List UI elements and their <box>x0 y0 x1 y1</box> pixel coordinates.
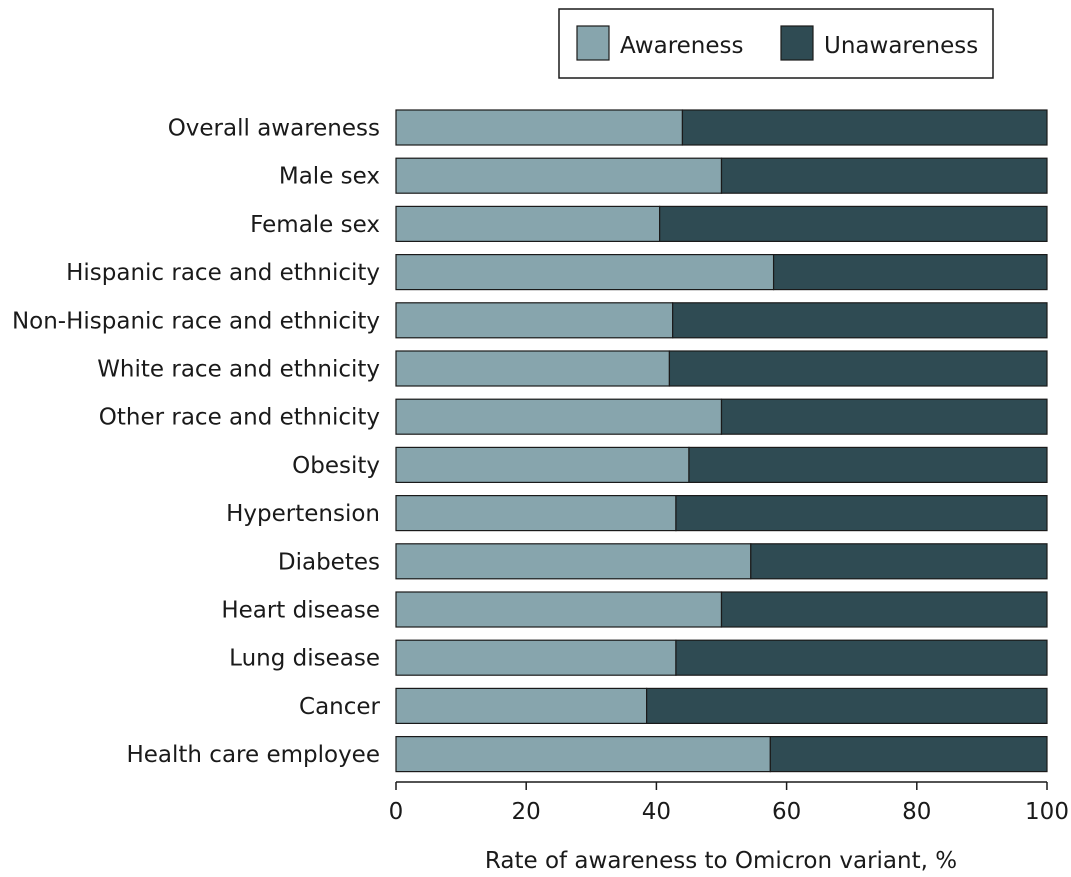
bar-awareness-hypertension <box>395 495 677 532</box>
bar-unawareness-cancer <box>646 687 1048 725</box>
legend-box <box>558 8 994 79</box>
bars-layer <box>395 109 1048 773</box>
bar-awareness-male-sex <box>395 157 723 194</box>
category-label-cancer: Cancer <box>299 694 381 720</box>
x-axis-title: Rate of awareness to Omicron variant, % <box>485 848 957 874</box>
category-labels: Overall awareness Male sex Female sex Hispa… <box>12 116 381 769</box>
bar-awareness-non-hispanic-race-and-ethnicity <box>395 302 674 339</box>
bar-unawareness-heart-disease <box>720 591 1048 628</box>
bar-unawareness-overall-awareness <box>681 109 1048 146</box>
x-tick-label-80: 80 <box>902 799 931 825</box>
x-tick-label-100: 100 <box>1025 799 1069 825</box>
legend-label-unawareness: Unawareness <box>824 33 978 59</box>
legend-swatch-unawareness <box>780 25 814 61</box>
category-label-health-care-employee: Health care employee <box>126 742 380 768</box>
category-label-other-race-and-ethnicity: Other race and ethnicity <box>99 405 380 431</box>
bar-unawareness-hypertension <box>675 495 1048 532</box>
bar-awareness-obesity <box>395 446 690 483</box>
category-label-lung-disease: Lung disease <box>229 646 380 672</box>
bar-awareness-lung-disease <box>395 639 677 676</box>
bar-awareness-hispanic-race-and-ethnicity <box>395 254 775 291</box>
category-label-hispanic-race-and-ethnicity: Hispanic race and ethnicity <box>66 260 380 286</box>
category-label-diabetes: Diabetes <box>278 549 380 575</box>
category-label-overall-awareness: Overall awareness <box>168 116 380 142</box>
bar-awareness-overall-awareness <box>395 109 684 146</box>
category-label-non-hispanic-race-and-ethnicity: Non-Hispanic race and ethnicity <box>12 308 380 334</box>
bar-unawareness-diabetes <box>750 543 1048 580</box>
bar-unawareness-lung-disease <box>675 639 1048 676</box>
x-tick-label-20: 20 <box>512 799 541 825</box>
x-tick-label-60: 60 <box>772 799 801 825</box>
legend-swatch-awareness <box>576 25 610 61</box>
bar-awareness-health-care-employee <box>395 735 771 773</box>
bar-awareness-female-sex <box>395 205 661 242</box>
bar-awareness-cancer <box>395 687 648 725</box>
x-axis: 0 20 40 60 80 100 <box>389 781 1069 825</box>
bar-unawareness-health-care-employee <box>769 735 1048 773</box>
bar-awareness-other-race-and-ethnicity <box>395 398 723 435</box>
bar-unawareness-male-sex <box>720 157 1048 194</box>
category-label-female-sex: Female sex <box>250 212 380 238</box>
category-label-obesity: Obesity <box>292 453 380 479</box>
x-tick-label-40: 40 <box>642 799 671 825</box>
category-label-hypertension: Hypertension <box>226 501 380 527</box>
bar-unawareness-non-hispanic-race-and-ethnicity <box>672 302 1048 339</box>
category-label-male-sex: Male sex <box>279 164 380 190</box>
bar-awareness-white-race-and-ethnicity <box>395 350 671 387</box>
bar-unawareness-other-race-and-ethnicity <box>720 398 1048 435</box>
category-label-heart-disease: Heart disease <box>221 598 380 624</box>
bar-unawareness-hispanic-race-and-ethnicity <box>772 254 1048 291</box>
bar-unawareness-obesity <box>688 446 1048 483</box>
legend-label-awareness: Awareness <box>620 33 744 59</box>
bar-unawareness-female-sex <box>659 205 1048 242</box>
bar-awareness-diabetes <box>395 543 752 580</box>
x-tick-label-0: 0 <box>389 799 404 825</box>
legend: Awareness Unawareness <box>558 8 994 79</box>
bar-awareness-heart-disease <box>395 591 723 628</box>
bar-unawareness-white-race-and-ethnicity <box>668 350 1048 387</box>
category-label-white-race-and-ethnicity: White race and ethnicity <box>97 357 380 383</box>
